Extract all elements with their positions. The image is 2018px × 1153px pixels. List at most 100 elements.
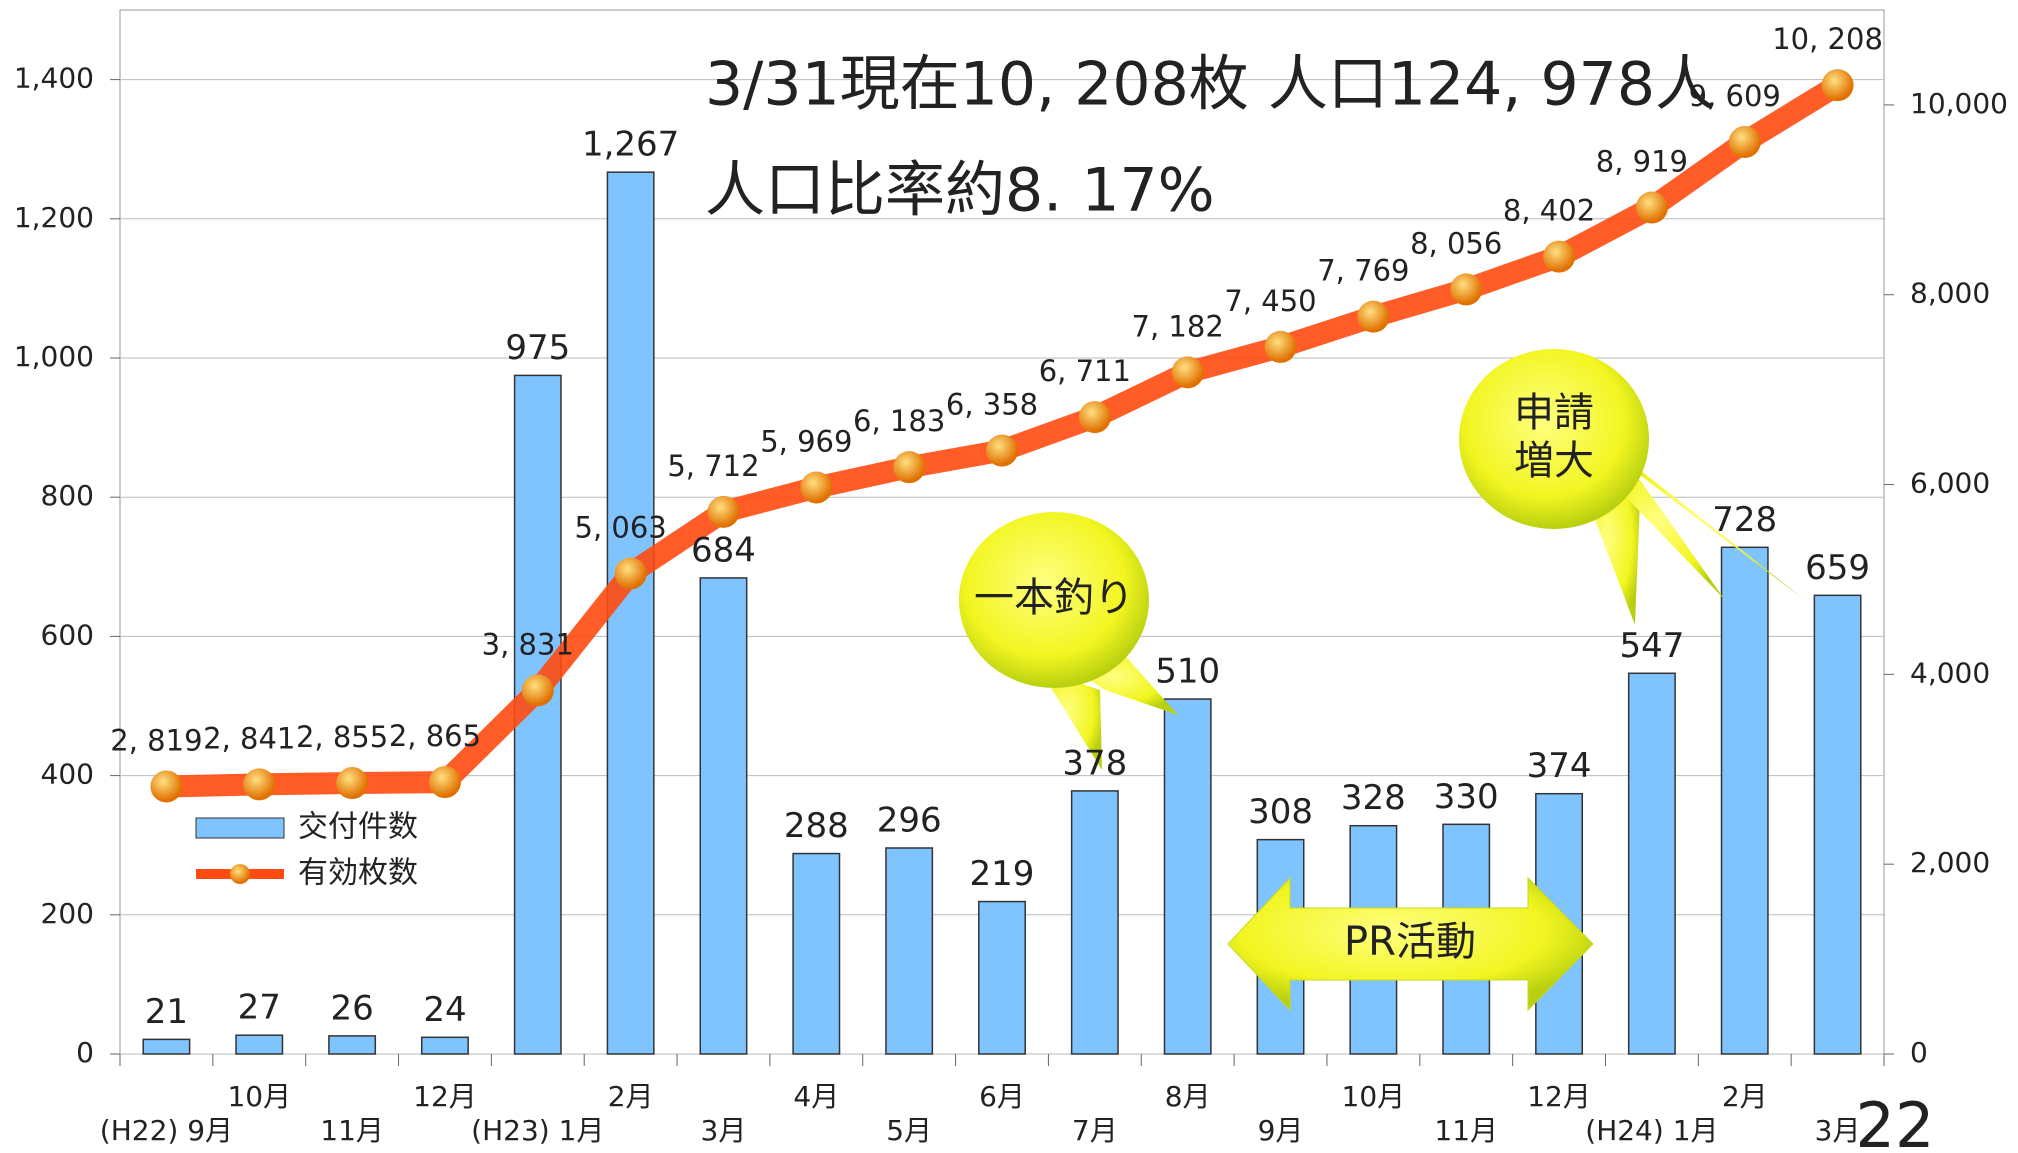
x-tick-label: 10月: [1342, 1080, 1406, 1113]
bubble-tail: [1620, 460, 1805, 600]
line-label: 10, 208: [1772, 22, 1883, 56]
line-label: 2, 865: [389, 719, 481, 753]
bar-label: 27: [238, 988, 281, 1028]
x-tick-label: 10月: [227, 1080, 291, 1113]
bar: [1813, 594, 1862, 1055]
page-number: 22: [1856, 1089, 1935, 1153]
bar: [142, 1038, 191, 1055]
line-marker: [1450, 273, 1483, 306]
y-tick-label: 1,000: [14, 340, 94, 373]
line-marker: [336, 767, 369, 800]
line-label: 8, 402: [1503, 194, 1595, 228]
line-marker: [243, 768, 276, 801]
bar: [235, 1034, 284, 1055]
subtitle: 人口比率約8. 17%: [705, 156, 1215, 226]
bar: [606, 171, 655, 1055]
line-label: 2, 819: [110, 723, 202, 757]
bar-label: 510: [1155, 652, 1220, 692]
line-label: 5, 063: [575, 510, 667, 544]
line-marker: [1078, 401, 1111, 434]
bar-label: 378: [1062, 743, 1127, 783]
bubble-tail: [1600, 470, 1725, 600]
line-marker: [1728, 126, 1761, 159]
title: 3/31現在10, 208枚 人口124, 978人: [705, 50, 1715, 120]
y-tick-label: 1,400: [14, 62, 94, 95]
bar-label: 26: [330, 988, 373, 1028]
line-marker: [1171, 356, 1204, 389]
bubble-tail: [1040, 670, 1102, 770]
line-label: 7, 769: [1317, 254, 1409, 288]
line-marker: [150, 770, 183, 803]
bar: [328, 1035, 377, 1055]
annotation: 申請: [1514, 390, 1594, 436]
x-tick-label: 11月: [320, 1114, 384, 1147]
x-tick-label: 4月: [793, 1080, 839, 1113]
line-marker: [521, 674, 554, 707]
line-label: 6, 183: [853, 404, 945, 438]
bar-label: 219: [970, 854, 1035, 894]
line-label: 2, 855: [296, 720, 388, 754]
x-tick-label: 6月: [979, 1080, 1025, 1113]
line-marker: [800, 471, 833, 504]
bar-label: 296: [877, 800, 942, 840]
bubble: [959, 512, 1149, 688]
x-tick-label: 8月: [1165, 1080, 1211, 1113]
x-tick-label: 2月: [608, 1080, 654, 1113]
y-tick-label: 800: [41, 479, 94, 512]
y2-tick-label: 6,000: [1910, 467, 1990, 500]
x-tick-label: 11月: [1434, 1114, 1498, 1147]
bar-label: 24: [423, 990, 466, 1030]
line-marker: [1264, 330, 1297, 363]
bar-label: 728: [1712, 500, 1777, 540]
bar-label: 288: [784, 806, 849, 846]
annotation: 増大: [1514, 438, 1594, 484]
y2-tick-label: 4,000: [1910, 656, 1990, 689]
bar-label: 374: [1527, 746, 1592, 786]
line-label: 6, 358: [946, 388, 1038, 422]
y-tick-label: 1,200: [14, 201, 94, 234]
line-label: 5, 712: [667, 449, 759, 483]
line-marker: [893, 451, 926, 484]
line-marker: [1543, 240, 1576, 273]
y-tick-label: 600: [41, 618, 94, 651]
double-arrow: [1227, 876, 1594, 1012]
y-tick-label: 0: [76, 1036, 94, 1069]
x-tick-label: 12月: [413, 1080, 477, 1113]
y2-tick-label: 10,000: [1910, 87, 2008, 120]
line-marker: [707, 495, 740, 528]
bar: [1720, 546, 1769, 1055]
line-marker: [614, 557, 647, 590]
y2-tick-label: 0: [1910, 1036, 1928, 1069]
y2-tick-label: 2,000: [1910, 846, 1990, 879]
line-label: 2, 841: [203, 721, 295, 755]
line-marker: [1357, 300, 1390, 333]
annotation: PR活動: [1344, 919, 1476, 965]
annotation: 一本釣り: [974, 575, 1134, 621]
y-tick-label: 200: [41, 897, 94, 930]
y-tick-label: 400: [41, 758, 94, 791]
x-tick-label: 12月: [1527, 1080, 1591, 1113]
legend-swatch: [195, 817, 285, 839]
bar: [978, 900, 1026, 1055]
x-tick-label: 5月: [886, 1114, 932, 1147]
bar-label: 330: [1434, 777, 1499, 817]
line-label: 5, 969: [760, 424, 852, 458]
bar-label: 975: [505, 328, 570, 368]
bubble: [1459, 349, 1649, 529]
line-label: 3, 831: [482, 627, 574, 661]
x-tick-label: 3月: [1815, 1114, 1861, 1147]
line-label: 9, 609: [1689, 79, 1781, 113]
bar: [1163, 698, 1212, 1055]
line-label: 7, 450: [1224, 284, 1316, 318]
bar-label: 21: [145, 992, 188, 1032]
bar: [1627, 672, 1676, 1055]
bar-label: 659: [1805, 548, 1870, 588]
bar: [792, 852, 841, 1055]
line-marker: [1821, 69, 1854, 102]
x-tick-label: 3月: [701, 1114, 747, 1147]
line-label: 8, 919: [1596, 145, 1688, 179]
legend-marker: [230, 864, 250, 884]
bar: [420, 1036, 469, 1055]
